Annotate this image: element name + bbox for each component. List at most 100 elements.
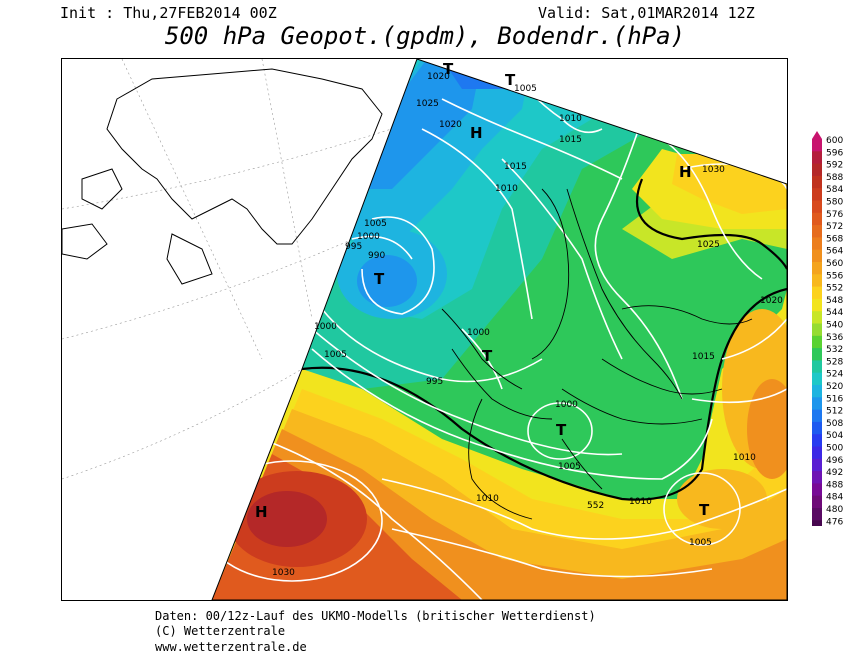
- isobar-label: 1005: [364, 219, 387, 229]
- low-pressure-marker: T: [482, 347, 493, 365]
- legend-swatch: [812, 311, 822, 324]
- isobar-label: 1020: [427, 72, 450, 82]
- isobar-label: 1005: [558, 462, 581, 472]
- legend-label: 584: [826, 185, 843, 195]
- legend-swatch: [812, 385, 822, 398]
- legend-label: 568: [826, 234, 843, 244]
- legend-swatch: [812, 508, 822, 521]
- isobar-label: 1025: [697, 240, 720, 250]
- legend-label: 496: [826, 456, 843, 466]
- valid-time: Valid: Sat,01MAR2014 12Z: [538, 4, 755, 22]
- legend-label: 504: [826, 431, 843, 441]
- init-time: Init : Thu,27FEB2014 00Z: [60, 4, 277, 22]
- isobar-label: 1005: [324, 350, 347, 360]
- legend-label: 516: [826, 394, 843, 404]
- legend-label: 548: [826, 296, 843, 306]
- isobar-labels: 1020 1005 1025 1020 1010 1015 1015 1010 …: [272, 72, 783, 578]
- legend-label: 492: [826, 468, 843, 478]
- legend-swatch: [812, 520, 822, 534]
- legend-swatch: [812, 151, 822, 165]
- isobar-label: 1000: [467, 328, 490, 338]
- legend-swatch: [812, 483, 822, 497]
- legend-label: 544: [826, 308, 843, 318]
- legend-label: 580: [826, 198, 843, 208]
- low-pressure-marker: T: [556, 421, 567, 439]
- high-pressure-marker: H: [679, 163, 692, 181]
- legend-label: 592: [826, 161, 843, 171]
- legend-label: 560: [826, 259, 843, 269]
- legend-swatch: [812, 200, 822, 214]
- isobar-label: 1000: [314, 322, 337, 332]
- legend-swatch: [812, 262, 822, 275]
- legend-swatch: [812, 274, 822, 288]
- high-pressure-marker: H: [470, 124, 483, 142]
- low-pressure-marker: T: [374, 270, 385, 288]
- legend-label: 476: [826, 517, 843, 526]
- isobar-label: 1010: [476, 494, 499, 504]
- isobar-label: 1020: [760, 296, 783, 306]
- isobar-label: 990: [368, 251, 385, 261]
- legend-swatch: [812, 348, 822, 361]
- isobar-label: 1015: [692, 352, 715, 362]
- legend-swatch: [812, 225, 822, 238]
- legend-swatch: [812, 139, 822, 152]
- isobar-label: 1000: [357, 232, 380, 242]
- legend-label: 508: [826, 419, 843, 429]
- legend-label: 484: [826, 493, 843, 503]
- legend-label: 524: [826, 370, 843, 380]
- legend-label: 536: [826, 333, 843, 343]
- legend-swatch: [812, 409, 822, 423]
- legend-label: 556: [826, 271, 843, 281]
- weather-map: 1020 1005 1025 1020 1010 1015 1015 1010 …: [61, 58, 788, 601]
- legend-label: 512: [826, 407, 843, 417]
- legend-swatch: [812, 471, 822, 484]
- high-pressure-marker: H: [255, 503, 268, 521]
- legend-label: 596: [826, 148, 843, 158]
- legend-label: 500: [826, 444, 843, 454]
- color-legend: 600 596 592 588 584 580 576 572 568 564 560 556 552 5…: [812, 131, 850, 541]
- legend-label: 488: [826, 480, 843, 490]
- legend-swatch: [812, 360, 822, 374]
- legend-arrow-top: [812, 131, 822, 139]
- legend-swatch: [812, 212, 822, 226]
- isobar-label: 1005: [514, 84, 537, 94]
- legend-swatch: [812, 434, 822, 447]
- legend-swatch: [812, 446, 822, 460]
- legend-swatch: [812, 249, 822, 263]
- isobar-label: 552: [587, 501, 604, 511]
- geopotential-field: [212, 59, 787, 600]
- isobar-label: 1015: [559, 135, 582, 145]
- isobar-label: 1020: [439, 120, 462, 130]
- legend-label: 528: [826, 357, 843, 367]
- legend-label: 540: [826, 321, 843, 331]
- legend-label: 564: [826, 247, 843, 257]
- footer-data-source: Daten: 00/12z-Lauf des UKMO-Modells (bri…: [155, 609, 596, 623]
- isobar-label: 1005: [689, 538, 712, 548]
- low-pressure-marker: T: [699, 501, 710, 519]
- isobar-label: 1000: [555, 400, 578, 410]
- isobar-label: 995: [345, 242, 362, 252]
- isobar-label: 1030: [702, 165, 725, 175]
- legend-label: 572: [826, 222, 843, 232]
- legend-swatch: [812, 175, 822, 189]
- greenland-coast: [62, 68, 383, 285]
- pressure-systems: H H H T T T T T T: [255, 60, 710, 521]
- legend-swatch: [812, 188, 822, 201]
- legend-swatch: [812, 372, 822, 386]
- legend-swatch: [812, 458, 822, 472]
- legend-swatch: [812, 495, 822, 509]
- footer-copyright: (C) Wetterzentrale: [155, 624, 286, 638]
- low-pressure-marker: T: [505, 71, 516, 89]
- low-pressure-marker: T: [443, 60, 454, 78]
- footer-website[interactable]: www.wetterzentrale.de: [155, 640, 307, 654]
- legend-label: 576: [826, 210, 843, 220]
- chart-title: 500 hPa Geopot.(gpdm), Bodendr.(hPa): [164, 22, 686, 50]
- isobar-label: 1010: [733, 453, 756, 463]
- isobar-label: 1030: [272, 568, 295, 578]
- isobar-label: 995: [426, 377, 443, 387]
- isobar-label: 1010: [495, 184, 518, 194]
- legend-swatch: [812, 323, 822, 337]
- legend-label: 480: [826, 505, 843, 515]
- legend-swatch: [812, 421, 822, 435]
- legend-label: 520: [826, 382, 843, 392]
